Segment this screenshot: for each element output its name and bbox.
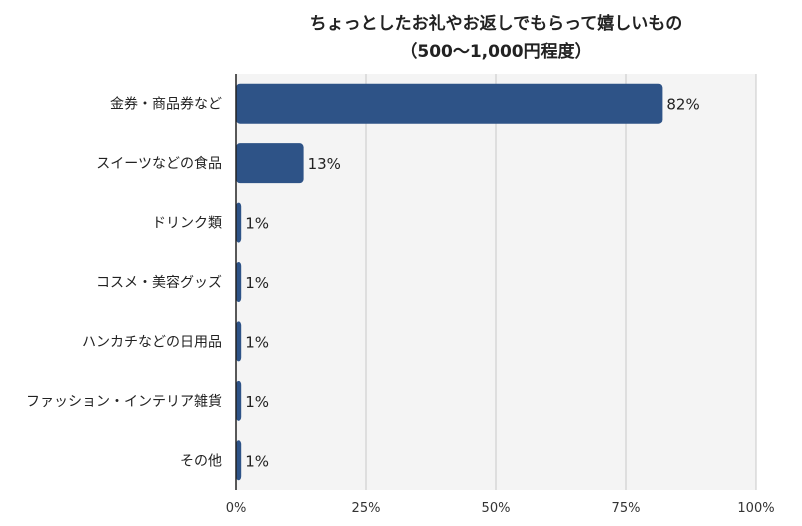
category-label: コスメ・美容グッズ <box>96 274 222 291</box>
chart-title-block: ちょっとしたお礼やお返しでもらって嬉しいもの （500〜1,000円程度） <box>236 10 756 66</box>
x-tick-label: 75% <box>612 501 641 516</box>
bar <box>236 143 304 184</box>
category-label: ファッション・インテリア雑貨 <box>26 393 222 410</box>
bar <box>236 380 242 421</box>
data-label: 82% <box>666 96 699 114</box>
category-label: スイーツなどの食品 <box>96 155 222 172</box>
x-tick-label: 50% <box>482 501 511 516</box>
x-tick-label: 0% <box>226 501 247 516</box>
data-label: 1% <box>245 333 269 351</box>
data-label: 1% <box>245 274 269 292</box>
chart-title: ちょっとしたお礼やお返しでもらって嬉しいもの <box>309 14 683 34</box>
data-label: 1% <box>245 452 269 470</box>
bar <box>236 440 242 481</box>
category-label: ハンカチなどの日用品 <box>82 334 222 350</box>
bar <box>236 202 242 243</box>
x-tick-label: 100% <box>737 501 774 516</box>
data-label: 1% <box>245 393 269 411</box>
bar <box>236 83 663 124</box>
category-label: 金券・商品券など <box>110 97 222 113</box>
x-tick-label: 25% <box>352 501 381 516</box>
chart-subtitle: （500〜1,000円程度） <box>400 42 592 62</box>
data-label: 1% <box>245 215 269 233</box>
data-label: 13% <box>308 155 341 173</box>
category-label: その他 <box>180 453 222 469</box>
bar <box>236 321 242 362</box>
bar <box>236 262 242 302</box>
category-label: ドリンク類 <box>152 216 222 232</box>
